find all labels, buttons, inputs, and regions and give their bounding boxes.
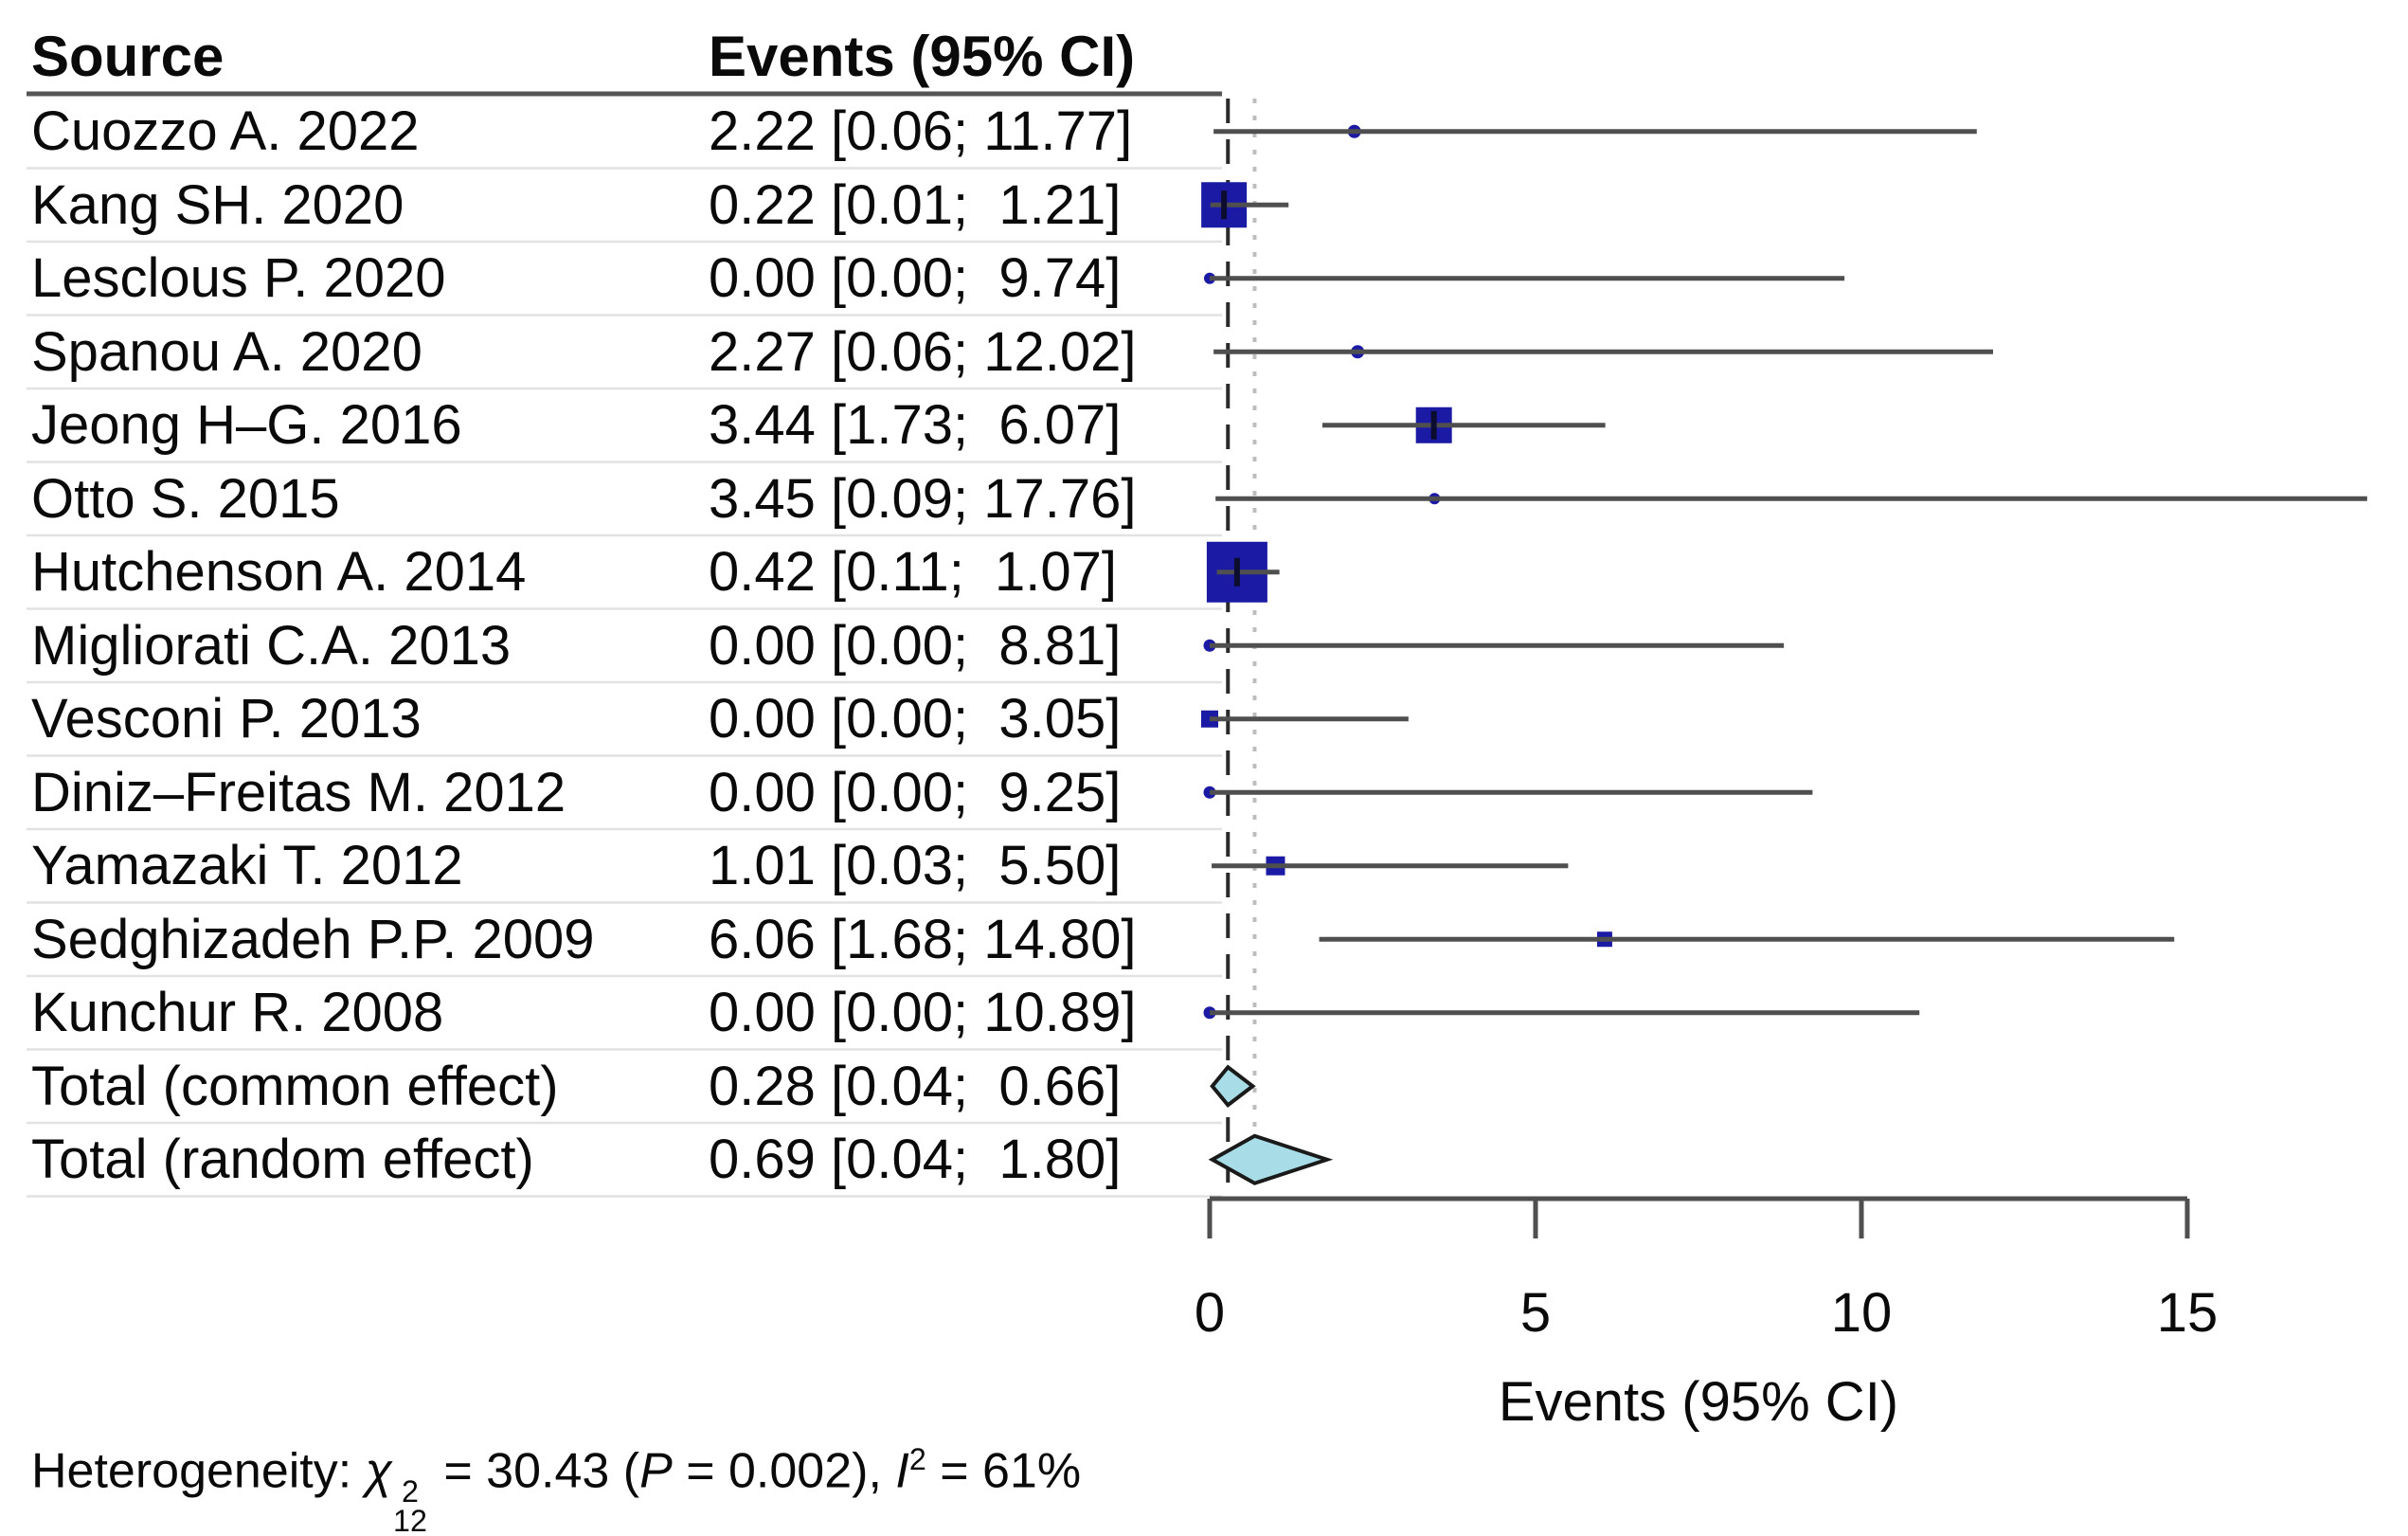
het-prefix: Heterogeneity: xyxy=(31,1443,366,1499)
x-axis-label: Events (95% CI) xyxy=(1498,1371,1899,1433)
row-events-label: 2.22 [0.06; 11.77] xyxy=(709,100,1133,162)
row-source-label: Diniz–Freitas M. 2012 xyxy=(31,761,566,823)
row-source-label: Jeong H–G. 2016 xyxy=(31,394,462,456)
row-events-label: 0.69 [0.04; 1.80] xyxy=(709,1129,1122,1190)
row-source-label: Otto S. 2015 xyxy=(31,467,340,530)
row-events-label: 3.44 [1.73; 6.07] xyxy=(709,394,1122,456)
row-source-label: Hutchenson A. 2014 xyxy=(31,541,527,603)
row-source-label: Total (common effect) xyxy=(31,1055,559,1117)
row-events-label: 0.22 [0.01; 1.21] xyxy=(709,173,1122,236)
i-squared-sup: 2 xyxy=(908,1442,926,1476)
chi-exponent-stack: 2 12 xyxy=(393,1474,427,1536)
row-events-label: 0.00 [0.00; 10.89] xyxy=(709,982,1137,1043)
row-events-label: 0.00 [0.00; 9.25] xyxy=(709,761,1122,823)
row-source-label: Total (random effect) xyxy=(31,1129,534,1190)
het-p-value: = 0.002), xyxy=(672,1443,896,1499)
row-source-label: Sedghizadeh P.P. 2009 xyxy=(31,908,595,970)
het-i2-value: = 61% xyxy=(925,1443,1082,1499)
row-events-label: 0.00 [0.00; 3.05] xyxy=(709,688,1122,750)
row-source-label: Yamazaki T. 2012 xyxy=(31,835,463,896)
row-source-label: Spanou A. 2020 xyxy=(31,320,422,383)
row-source-label: Kang SH. 2020 xyxy=(31,173,404,236)
estimate-tick xyxy=(1233,557,1240,587)
column-header-events: Events (95% CI) xyxy=(709,25,1136,88)
chi-sub: 12 xyxy=(393,1504,427,1536)
heterogeneity-note: Heterogeneity: χ 2 12 = 30.43 (P = 0.002),… xyxy=(31,1442,1081,1536)
x-tick-label: 10 xyxy=(1830,1282,1893,1344)
x-tick-label: 5 xyxy=(1519,1282,1552,1344)
chi-symbol: χ xyxy=(365,1443,393,1499)
row-source-label: Vesconi P. 2013 xyxy=(31,688,422,750)
row-events-label: 6.06 [1.68; 14.80] xyxy=(709,908,1137,970)
row-source-label: Kunchur R. 2008 xyxy=(31,982,444,1043)
x-tick-label: 0 xyxy=(1194,1282,1226,1344)
row-events-label: 1.01 [0.03; 5.50] xyxy=(709,835,1122,896)
row-events-label: 0.00 [0.00; 8.81] xyxy=(709,614,1122,677)
row-source-label: Lesclous P. 2020 xyxy=(31,247,446,309)
i-squared-symbol: I xyxy=(895,1443,909,1499)
row-events-label: 0.28 [0.04; 0.66] xyxy=(709,1055,1122,1117)
total-diamond xyxy=(1210,1064,1256,1109)
row-source-label: Migliorati C.A. 2013 xyxy=(31,614,512,677)
row-events-label: 0.42 [0.11; 1.07] xyxy=(709,541,1118,603)
total-diamond xyxy=(1208,1133,1334,1185)
estimate-tick xyxy=(1221,190,1228,220)
row-events-label: 0.00 [0.00; 9.74] xyxy=(709,247,1122,309)
column-header-source: Source xyxy=(31,25,225,88)
het-chi-value: = 30.43 ( xyxy=(429,1443,640,1499)
row-events-label: 3.45 [0.09; 17.76] xyxy=(709,467,1137,530)
x-tick-label: 15 xyxy=(2156,1282,2219,1344)
row-source-label: Cuozzo A. 2022 xyxy=(31,100,420,162)
estimate-tick xyxy=(1430,410,1437,440)
p-symbol: P xyxy=(639,1443,673,1499)
row-events-label: 2.27 [0.06; 12.02] xyxy=(709,320,1137,383)
chi-sup: 2 xyxy=(402,1474,419,1509)
